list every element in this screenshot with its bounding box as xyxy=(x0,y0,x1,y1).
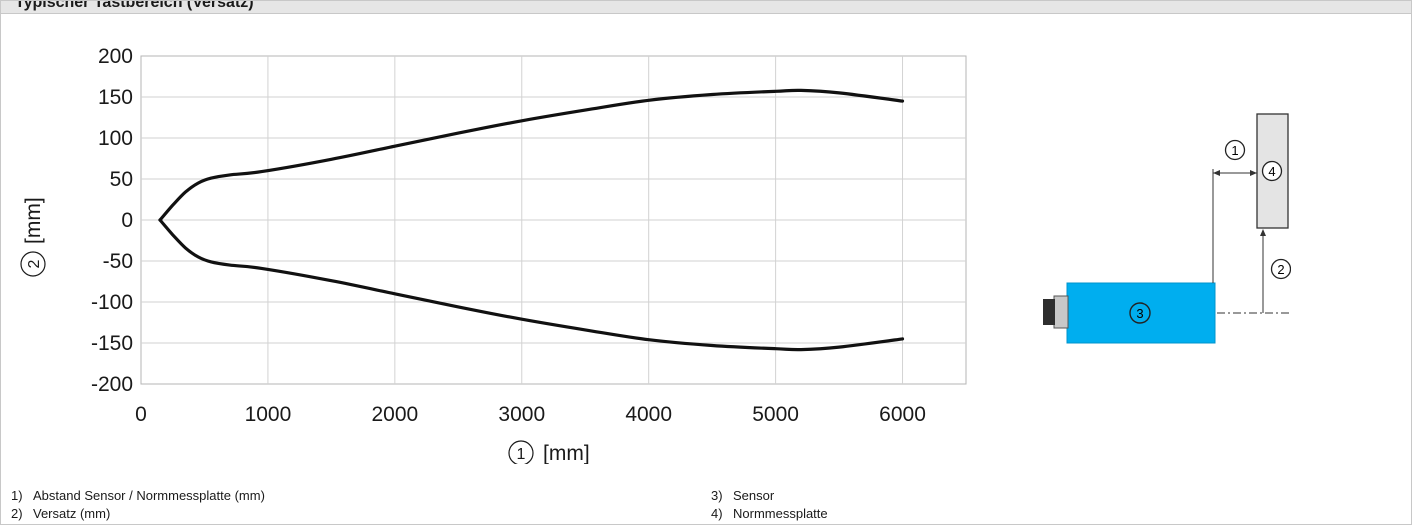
figure-title: Typischer Tastbereich (Versatz) xyxy=(15,1,254,11)
y-tick-label: 100 xyxy=(98,127,133,150)
legend-number: 3) xyxy=(711,488,723,503)
y-axis-marker-circle xyxy=(20,251,46,277)
x-tick-label: 6000 xyxy=(879,403,926,426)
legend-number: 4) xyxy=(711,506,723,521)
legend-item-2: 2) Versatz (mm) xyxy=(11,506,110,521)
y-tick-label: 0 xyxy=(121,209,133,232)
distance-arrowhead xyxy=(1250,170,1257,176)
y-tick-label: -50 xyxy=(103,250,133,273)
legend-number: 2) xyxy=(11,506,23,521)
legend-item-1: 1) Abstand Sensor / Normmessplatte (mm) xyxy=(11,488,265,503)
legend-text: Abstand Sensor / Normmessplatte (mm) xyxy=(33,488,265,503)
callout-4-marker: 4 xyxy=(1261,160,1283,182)
y-tick-label: -150 xyxy=(91,332,133,355)
y-tick-label: -100 xyxy=(91,291,133,314)
x-tick-label: 1000 xyxy=(245,403,292,426)
y-tick-label: 200 xyxy=(98,45,133,68)
x-tick-label: 2000 xyxy=(371,403,418,426)
legend-text: Normmessplatte xyxy=(733,506,828,521)
x-axis-marker-circle xyxy=(508,440,534,464)
y-axis-label: [mm] xyxy=(22,197,45,244)
x-tick-label: 5000 xyxy=(752,403,799,426)
svg-text:3: 3 xyxy=(1136,306,1143,321)
y-tick-label: 150 xyxy=(98,86,133,109)
svg-text:2: 2 xyxy=(1277,262,1284,277)
legend-text: Versatz (mm) xyxy=(33,506,111,521)
series-line-2 xyxy=(158,218,905,352)
svg-text:4: 4 xyxy=(1268,164,1275,179)
callout-1-marker: 1 xyxy=(1224,139,1246,161)
y-axis-marker: 2 xyxy=(26,259,43,268)
sensor-cable-end xyxy=(1043,299,1055,325)
distance-arrowtail xyxy=(1213,170,1220,176)
sensor-diagram: 1 4 2 3 xyxy=(1043,113,1291,344)
x-axis-label: [mm] xyxy=(543,442,590,464)
legend-text: Sensor xyxy=(733,488,775,503)
range-chart: 0 1000 2000 3000 4000 5000 6000 200 150 100 50 0 -50… xyxy=(20,45,967,464)
callout-2-marker: 2 xyxy=(1270,258,1291,280)
y-axis-label-group: 2 [mm] xyxy=(20,197,46,277)
x-axis-marker: 1 xyxy=(517,446,526,463)
callout-3-marker: 3 xyxy=(1129,302,1151,324)
legend-number: 1) xyxy=(11,488,23,503)
offset-arrowhead xyxy=(1260,229,1266,236)
sensor-body xyxy=(1066,282,1216,344)
figure-header: Typischer Tastbereich (Versatz) xyxy=(1,1,1411,14)
svg-text:1: 1 xyxy=(1231,143,1238,158)
y-tick-label: -200 xyxy=(91,373,133,396)
sensor-connector xyxy=(1053,295,1069,329)
y-tick-label: 50 xyxy=(110,168,133,191)
legend-item-3: 3) Sensor xyxy=(711,488,774,503)
x-tick-label: 3000 xyxy=(498,403,545,426)
legend-item-4: 4) Normmessplatte xyxy=(711,506,828,521)
x-tick-label: 4000 xyxy=(625,403,672,426)
x-tick-label: 0 xyxy=(135,403,147,426)
series-line-1 xyxy=(158,88,905,222)
